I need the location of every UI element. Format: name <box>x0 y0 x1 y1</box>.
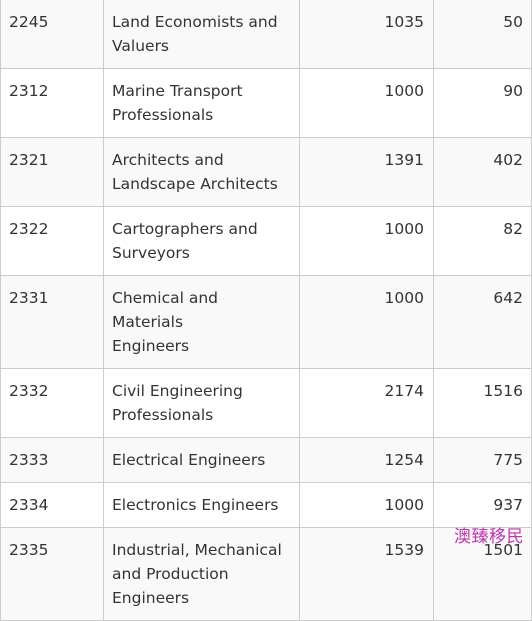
count-value-cell: 937 <box>433 482 532 528</box>
ceiling-value-cell: 1539 <box>299 527 434 621</box>
ceiling-value-cell: 1035 <box>299 0 434 69</box>
occupation-code-cell: 2334 <box>0 482 104 528</box>
occupation-name-line: Civil Engineering <box>112 382 243 400</box>
table-row: 2322 Cartographers and Surveyors 1000 82 <box>0 206 532 276</box>
ceiling-value-cell: 1000 <box>299 206 434 276</box>
occupation-name-cell: Electronics Engineers <box>103 482 300 528</box>
occupation-name-line: Landscape Architects <box>112 175 278 193</box>
occupation-code-cell: 2331 <box>0 275 104 369</box>
occupation-name-line: Surveyors <box>112 244 190 262</box>
watermark-logo: 澳臻移民 <box>454 527 524 547</box>
occupation-code-cell: 2333 <box>0 437 104 483</box>
occupation-name-cell: Marine Transport Professionals <box>103 68 300 138</box>
occupation-name-line: Architects and <box>112 151 224 169</box>
occupation-name-line: Chemical and Materials <box>112 289 219 331</box>
ceiling-value-cell: 1000 <box>299 275 434 369</box>
count-value-cell: 775 <box>433 437 532 483</box>
occupation-name-line: Professionals <box>112 106 214 124</box>
occupation-name-cell: Industrial, Mechanical and Production Engi… <box>103 527 300 621</box>
occupation-code-cell: 2335 <box>0 527 104 621</box>
occupation-code-cell: 2322 <box>0 206 104 276</box>
occupation-name-line: Electrical Engineers <box>112 451 266 469</box>
occupation-name-line: Marine Transport <box>112 82 243 100</box>
occupation-name-cell: Architects and Landscape Architects <box>103 137 300 207</box>
occupation-name-line: Land Economists and <box>112 13 278 31</box>
count-value-cell: 82 <box>433 206 532 276</box>
occupation-code-cell: 2321 <box>0 137 104 207</box>
table-row: 2331 Chemical and Materials Engineers 1000 6… <box>0 275 532 369</box>
occupation-code-cell: 2332 <box>0 368 104 438</box>
occupation-name-cell: Civil Engineering Professionals <box>103 368 300 438</box>
occupation-name-line: Industrial, Mechanical <box>112 541 282 559</box>
occupation-name-line: Electronics Engineers <box>112 496 279 514</box>
occupation-name-cell: Land Economists and Valuers <box>103 0 300 69</box>
occupation-name-cell: Chemical and Materials Engineers <box>103 275 300 369</box>
count-value-cell: 402 <box>433 137 532 207</box>
count-value-cell: 90 <box>433 68 532 138</box>
occupation-name-cell: Electrical Engineers <box>103 437 300 483</box>
table-row: 2312 Marine Transport Professionals 1000 90 <box>0 68 532 138</box>
count-value-cell: 50 <box>433 0 532 69</box>
ceiling-value-cell: 1391 <box>299 137 434 207</box>
count-value-cell: 642 <box>433 275 532 369</box>
table-row: 2245 Land Economists and Valuers 1035 50 <box>0 0 532 69</box>
occupation-name-line: Engineers <box>112 589 190 607</box>
occupation-name-cell: Cartographers and Surveyors <box>103 206 300 276</box>
ceiling-value-cell: 1000 <box>299 68 434 138</box>
occupation-name-line: Engineers <box>112 337 190 355</box>
occupation-name-line: Cartographers and <box>112 220 258 238</box>
table-row: 2334 Electronics Engineers 1000 937 <box>0 482 532 528</box>
occupation-name-line: Professionals <box>112 406 214 424</box>
count-value-cell: 1516 <box>433 368 532 438</box>
table-row: 2321 Architects and Landscape Architects 13… <box>0 137 532 207</box>
occupation-name-line: and Production <box>112 565 229 583</box>
occupation-name-line: Valuers <box>112 37 170 55</box>
occupation-code-cell: 2312 <box>0 68 104 138</box>
table-row: 2332 Civil Engineering Professionals 2174 15… <box>0 368 532 438</box>
occupation-code-cell: 2245 <box>0 0 104 69</box>
ceiling-value-cell: 1000 <box>299 482 434 528</box>
ceiling-value-cell: 2174 <box>299 368 434 438</box>
table-row: 2333 Electrical Engineers 1254 775 <box>0 437 532 483</box>
table-row: 2335 Industrial, Mechanical and Production… <box>0 527 532 621</box>
ceiling-value-cell: 1254 <box>299 437 434 483</box>
